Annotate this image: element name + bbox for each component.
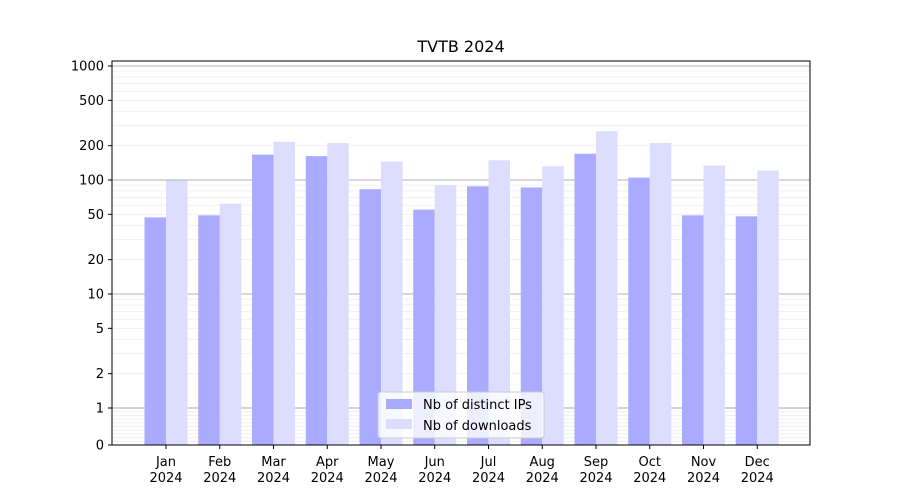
bar-downloads	[488, 160, 510, 445]
bar-ips	[520, 187, 543, 446]
x-tick-label-month: Jun	[424, 455, 445, 470]
x-tick-label-month: Nov	[691, 455, 717, 470]
bar-downloads	[219, 203, 242, 445]
x-tick-label-year: 2024	[257, 471, 290, 486]
x-tick-label-year: 2024	[311, 471, 344, 486]
plot-frame	[111, 60, 811, 446]
bar-downloads	[596, 131, 618, 445]
bar-downloads	[542, 166, 564, 445]
legend-swatch-ips	[386, 399, 412, 409]
bar-ips	[628, 177, 650, 446]
y-axis: 0 1 2 5 10 20 50 100 200 500 1000	[71, 60, 112, 454]
bar-downloads	[757, 170, 779, 445]
x-tick-label-year: 2024	[633, 471, 666, 486]
x-tick-label-month: Oct	[639, 455, 661, 470]
bar-ips	[574, 153, 596, 445]
bar-ips	[735, 216, 758, 445]
y-tick-label: 500	[79, 94, 104, 109]
bar-ips	[252, 154, 274, 445]
bar-downloads	[703, 165, 725, 445]
bar-ips	[467, 186, 489, 445]
bar-ips	[359, 189, 381, 445]
bar-ips	[305, 156, 328, 445]
x-tick-label-month: Jan	[155, 455, 176, 470]
bar-ips	[144, 217, 166, 445]
bar-downloads	[273, 141, 295, 446]
x-tick-label-year: 2024	[472, 471, 505, 486]
x-tick-label-year: 2024	[149, 471, 182, 486]
x-tick-label-month: Aug	[530, 455, 555, 470]
y-tick-label: 0	[96, 439, 104, 454]
x-tick-label-month: Feb	[208, 455, 231, 470]
legend: Nb of distinct IPs Nb of downloads	[377, 391, 545, 439]
x-tick-label-year: 2024	[579, 471, 612, 486]
x-tick-label-year: 2024	[687, 471, 720, 486]
y-tick-label: 1	[96, 402, 104, 417]
x-tick-label-year: 2024	[364, 471, 397, 486]
x-tick-label-month: Dec	[745, 455, 770, 470]
bar-downloads	[381, 161, 403, 445]
y-tick-label: 200	[79, 139, 104, 154]
x-tick-label-year: 2024	[418, 471, 451, 486]
bars	[144, 131, 779, 446]
bar-downloads	[166, 180, 188, 445]
legend-box	[377, 391, 545, 439]
x-tick-label-month: Mar	[261, 455, 286, 470]
legend-label-downloads: Nb of downloads	[423, 419, 532, 434]
x-tick-label-month: May	[368, 455, 395, 470]
bar-downloads	[327, 143, 349, 445]
x-tick-label-year: 2024	[741, 471, 774, 486]
x-tick-label-year: 2024	[526, 471, 559, 486]
bar-ips	[682, 215, 704, 445]
bar-downloads	[649, 143, 672, 445]
chart-title: TVTB 2024	[416, 37, 504, 56]
y-tick-label: 2	[96, 367, 104, 382]
y-tick-label: 50	[87, 208, 104, 223]
x-tick-label-year: 2024	[203, 471, 236, 486]
legend-swatch-downloads	[386, 419, 412, 429]
x-tick-label-month: Sep	[584, 455, 609, 470]
y-tick-label: 5	[96, 322, 104, 337]
x-tick-label-month: Apr	[316, 455, 339, 470]
y-tick-label: 20	[87, 253, 104, 268]
x-axis: Jan2024Feb2024Mar2024Apr2024May2024Jun20…	[149, 445, 774, 486]
bar-ips	[413, 209, 435, 445]
y-tick-label: 100	[79, 174, 104, 189]
legend-label-ips: Nb of distinct IPs	[423, 398, 532, 413]
x-tick-label-month: Jul	[480, 455, 497, 470]
bar-ips	[198, 215, 220, 445]
y-tick-label: 10	[87, 288, 104, 303]
bar-downloads	[434, 185, 457, 445]
y-tick-label: 1000	[71, 60, 104, 75]
